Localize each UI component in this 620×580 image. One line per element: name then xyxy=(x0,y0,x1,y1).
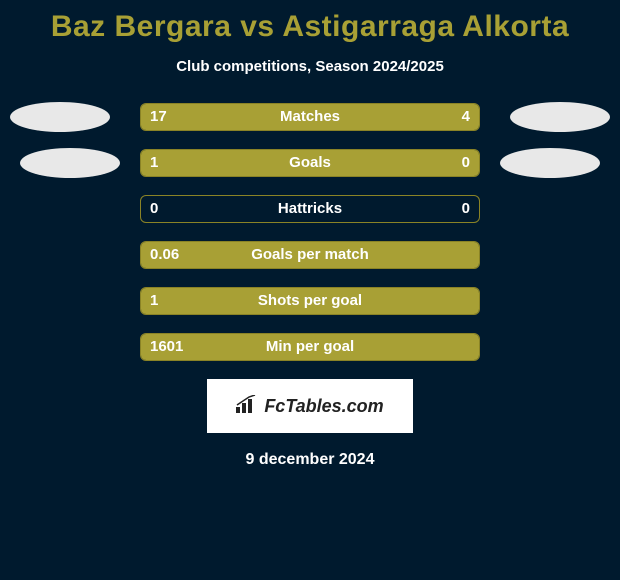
stat-label: Shots per goal xyxy=(140,287,480,315)
stat-row: 00Hattricks xyxy=(0,195,620,223)
player-avatar-right xyxy=(500,148,600,178)
player-avatar-right xyxy=(510,102,610,132)
stat-row: 10Goals xyxy=(0,149,620,177)
stat-label: Hattricks xyxy=(140,195,480,223)
logo-box: FcTables.com xyxy=(207,379,413,433)
comparison-chart: 174Matches 10Goals 00Hattricks 0.06Goals pe… xyxy=(0,103,620,361)
stat-row: 1601Min per goal xyxy=(0,333,620,361)
chart-icon xyxy=(236,395,258,418)
page-title: Baz Bergara vs Astigarraga Alkorta xyxy=(0,0,620,44)
date-label: 9 december 2024 xyxy=(0,451,620,469)
stat-label: Min per goal xyxy=(140,333,480,361)
player-avatar-left xyxy=(20,148,120,178)
subtitle: Club competitions, Season 2024/2025 xyxy=(0,58,620,75)
stat-label: Goals per match xyxy=(140,241,480,269)
stat-row: 1Shots per goal xyxy=(0,287,620,315)
logo-text: FcTables.com xyxy=(264,396,383,417)
player-avatar-left xyxy=(10,102,110,132)
stat-row: 0.06Goals per match xyxy=(0,241,620,269)
stat-row: 174Matches xyxy=(0,103,620,131)
stat-label: Goals xyxy=(140,149,480,177)
stat-label: Matches xyxy=(140,103,480,131)
